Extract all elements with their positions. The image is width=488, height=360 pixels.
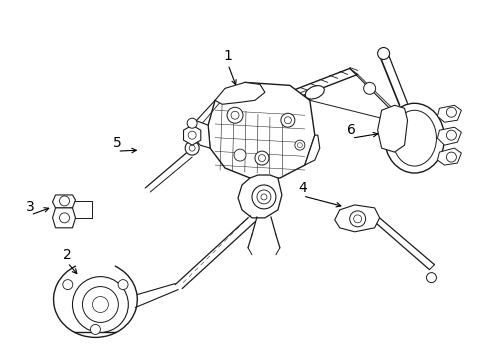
Ellipse shape [377, 48, 389, 59]
Polygon shape [238, 175, 281, 218]
Polygon shape [437, 127, 461, 145]
Text: 2: 2 [63, 248, 72, 262]
Polygon shape [437, 105, 461, 122]
Polygon shape [52, 208, 75, 228]
Polygon shape [192, 120, 210, 148]
Ellipse shape [446, 130, 455, 140]
Polygon shape [304, 135, 319, 165]
Ellipse shape [446, 152, 455, 162]
Text: 1: 1 [223, 49, 232, 63]
Ellipse shape [280, 113, 294, 127]
Polygon shape [208, 82, 314, 178]
Polygon shape [437, 148, 461, 165]
Ellipse shape [90, 324, 100, 334]
Ellipse shape [60, 196, 69, 206]
Text: 4: 4 [298, 181, 306, 195]
Ellipse shape [226, 107, 243, 123]
Polygon shape [334, 205, 379, 232]
Polygon shape [215, 82, 264, 104]
Ellipse shape [72, 276, 128, 332]
Ellipse shape [254, 151, 268, 165]
Ellipse shape [187, 118, 197, 128]
Ellipse shape [426, 273, 436, 283]
Ellipse shape [446, 107, 455, 117]
Ellipse shape [349, 211, 365, 227]
Ellipse shape [251, 185, 275, 209]
Ellipse shape [118, 280, 128, 289]
Ellipse shape [234, 149, 245, 161]
Polygon shape [377, 105, 407, 152]
Ellipse shape [62, 280, 73, 289]
Polygon shape [183, 125, 201, 145]
Text: 6: 6 [346, 123, 355, 137]
Ellipse shape [60, 213, 69, 223]
Ellipse shape [384, 103, 444, 173]
Ellipse shape [185, 141, 199, 155]
Ellipse shape [294, 140, 304, 150]
Ellipse shape [305, 86, 324, 99]
Ellipse shape [363, 82, 375, 94]
Text: 5: 5 [113, 136, 122, 150]
Text: 3: 3 [26, 200, 35, 214]
Polygon shape [52, 195, 75, 208]
